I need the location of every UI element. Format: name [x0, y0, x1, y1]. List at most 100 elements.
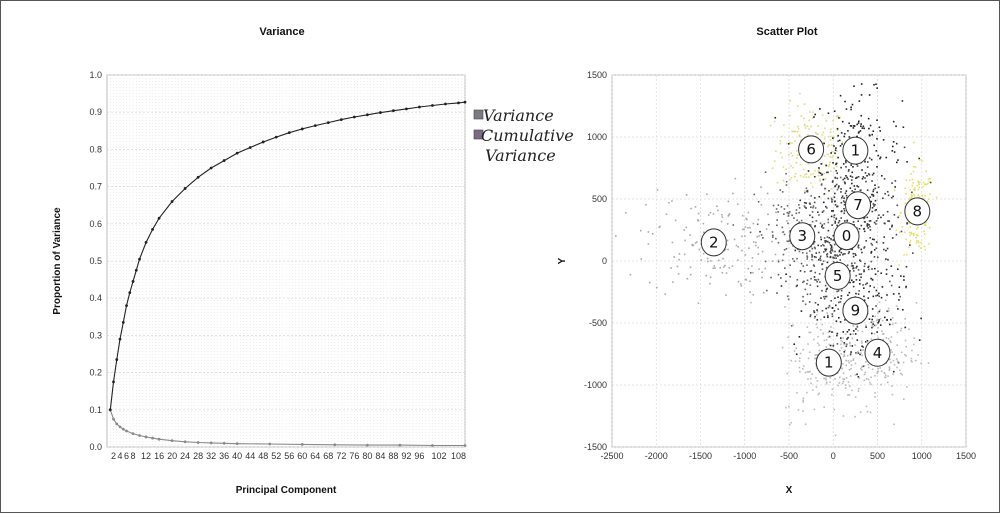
scatter-point: [849, 344, 852, 347]
scatter-point: [843, 212, 846, 215]
scatter-point: [853, 185, 856, 187]
scatter-point: [779, 140, 782, 142]
scatter-point: [831, 156, 834, 159]
scatter-point: [791, 142, 793, 144]
scatter-point: [893, 364, 896, 366]
scatter-point: [849, 270, 851, 272]
scatter-point: [815, 132, 818, 135]
scatter-point: [860, 248, 862, 251]
scatter-point: [905, 355, 907, 357]
scatter-point: [834, 378, 836, 380]
scatter-point: [816, 353, 819, 356]
scatter-point: [676, 265, 679, 268]
scatter-point: [874, 209, 876, 212]
scatter-point: [741, 235, 743, 238]
scatter-point: [847, 294, 849, 297]
scatter-point: [839, 321, 842, 323]
scatter-point: [804, 190, 806, 192]
scatter-point: [792, 130, 795, 133]
scatter-point: [826, 236, 829, 238]
scatter-point: [915, 236, 917, 239]
scatter-point: [898, 292, 900, 295]
scatter-point: [875, 209, 877, 211]
scatter-point: [872, 295, 875, 298]
scatter-point: [823, 137, 826, 140]
scatter-point: [834, 250, 836, 253]
scatter-point: [869, 411, 872, 414]
scatter-x-tick-label: 1000: [912, 451, 932, 461]
scatter-point: [807, 343, 809, 345]
scatter-point: [852, 281, 855, 283]
scatter-point: [799, 92, 801, 95]
scatter-point: [749, 226, 751, 229]
scatter-point: [720, 220, 723, 223]
cumulative-variance-point: [138, 257, 141, 261]
scatter-point: [852, 267, 855, 269]
scatter-point: [773, 120, 776, 123]
scatter-point: [744, 278, 747, 281]
scatter-point: [852, 265, 854, 267]
scatter-point: [861, 369, 863, 371]
scatter-point: [852, 221, 855, 223]
scatter-point: [911, 178, 914, 181]
scatter-point: [793, 350, 796, 352]
scatter-point: [876, 119, 878, 122]
scatter-point: [841, 141, 844, 144]
scatter-y-tick-label: 0: [602, 256, 607, 266]
scatter-point: [798, 135, 801, 138]
scatter-point: [866, 223, 869, 225]
scatter-point: [858, 228, 861, 230]
scatter-point: [810, 195, 812, 197]
variance-y-tick-label: 0.4: [89, 293, 102, 303]
scatter-point: [906, 161, 908, 163]
scatter-point: [807, 371, 810, 373]
scatter-point: [817, 174, 820, 177]
scatter-point: [765, 228, 768, 230]
scatter-point: [781, 191, 784, 193]
scatter-point: [798, 221, 801, 224]
scatter-point: [794, 173, 797, 175]
variance-x-tick-label: 96: [414, 451, 424, 461]
scatter-point: [919, 159, 921, 161]
scatter-point: [690, 207, 692, 210]
scatter-point: [685, 226, 688, 229]
variance-x-tick-label: 92: [401, 451, 411, 461]
scatter-point: [857, 352, 860, 354]
scatter-point: [868, 224, 870, 226]
scatter-point: [806, 279, 809, 282]
scatter-point: [775, 150, 777, 152]
scatter-point: [903, 398, 905, 400]
scatter-point: [864, 361, 867, 363]
scatter-point: [910, 233, 913, 235]
scatter-point: [848, 361, 851, 364]
scatter-point: [859, 260, 862, 262]
scatter-point: [799, 357, 801, 360]
scatter-point: [800, 310, 803, 312]
scatter-point: [786, 240, 789, 243]
scatter-point: [822, 243, 824, 246]
scatter-point: [843, 351, 846, 353]
scatter-point: [843, 177, 846, 180]
scatter-point: [816, 314, 818, 316]
scatter-point: [707, 214, 710, 216]
scatter-point: [809, 214, 811, 217]
variance-point: [131, 432, 135, 436]
scatter-point: [779, 189, 782, 191]
scatter-point: [683, 253, 686, 256]
scatter-point: [885, 362, 888, 365]
variance-x-tick-label: 44: [245, 451, 255, 461]
scatter-point: [776, 181, 779, 184]
scatter-point: [844, 132, 846, 135]
scatter-point: [891, 393, 894, 396]
scatter-point: [868, 265, 870, 268]
scatter-point: [869, 236, 872, 239]
scatter-point: [863, 299, 866, 302]
variance-point: [209, 441, 213, 445]
scatter-point: [851, 176, 854, 178]
scatter-point: [797, 154, 799, 156]
scatter-point: [814, 315, 816, 318]
variance-x-tick-label: 84: [375, 451, 385, 461]
variance-y-tick-label: 0.1: [89, 405, 102, 415]
scatter-point: [889, 228, 891, 230]
scatter-point: [836, 177, 839, 180]
